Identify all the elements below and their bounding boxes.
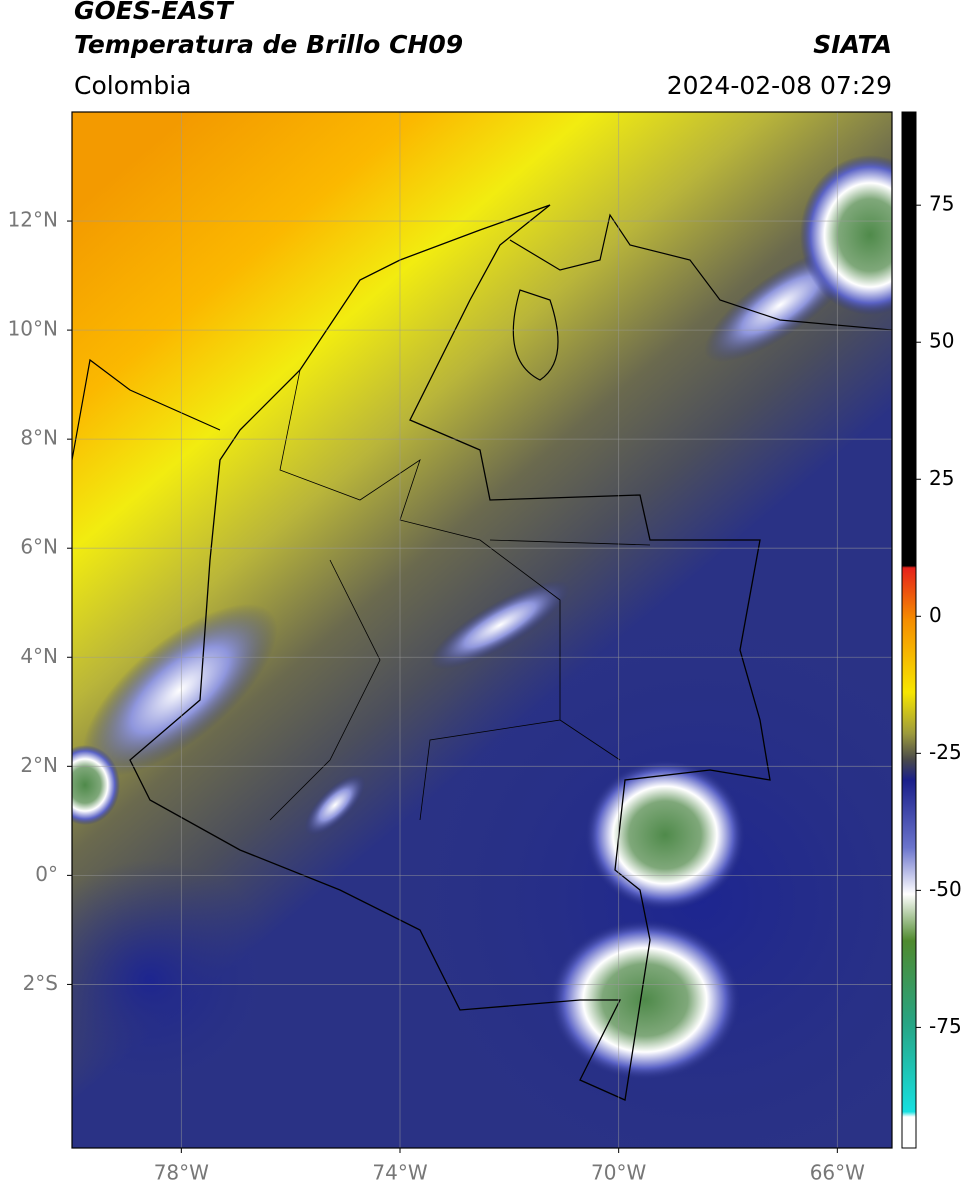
- country-border: [129, 204, 771, 1101]
- colorbar-tick-label: 75: [929, 192, 954, 216]
- lon-tick-label: 70°W: [591, 1161, 646, 1185]
- colorbar-tick-label: 25: [929, 466, 954, 490]
- region: Colombia: [74, 71, 191, 100]
- source: SIATA: [813, 30, 892, 59]
- lat-tick-label: 6°N: [20, 535, 58, 559]
- lat-tick-label: 2°S: [23, 971, 58, 995]
- lat-tick-label: 4°N: [20, 644, 58, 668]
- cloud: [429, 580, 571, 670]
- lat-tick-label: 10°N: [8, 317, 58, 341]
- lon-tick-label: 78°W: [154, 1161, 209, 1185]
- colorbar: [901, 111, 917, 1149]
- cloud: [72, 745, 120, 825]
- cloud: [550, 920, 740, 1080]
- cloud: [82, 603, 278, 777]
- department-border: [269, 369, 651, 821]
- map-frame: [71, 111, 893, 1149]
- satellite-image: [72, 112, 892, 1148]
- cloud: [800, 155, 892, 315]
- colorbar-tick-label: -50: [929, 877, 962, 901]
- lat-tick-label: 12°N: [8, 208, 58, 232]
- lat-tick-label: 8°N: [20, 426, 58, 450]
- colorbar-tick-label: 0: [929, 603, 942, 627]
- colorbar-tick-label: -75: [929, 1014, 962, 1038]
- lon-tick-label: 74°W: [372, 1161, 427, 1185]
- cold-area: [72, 860, 280, 1100]
- timestamp: 2024-02-08 07:29: [667, 71, 892, 100]
- lat-tick-label: 0°: [35, 862, 58, 886]
- subtitle: Temperatura de Brillo CH09: [74, 30, 463, 59]
- lat-tick-label: 2°N: [20, 753, 58, 777]
- colorbar-tick-label: 50: [929, 329, 954, 353]
- cloud: [304, 774, 366, 836]
- graticule: [67, 112, 892, 1153]
- cloud: [585, 760, 745, 910]
- title: GOES-EAST: [74, 0, 235, 25]
- colorbar-tick-label: -25: [929, 740, 962, 764]
- lon-tick-label: 66°W: [810, 1161, 865, 1185]
- coastline: [72, 213, 892, 461]
